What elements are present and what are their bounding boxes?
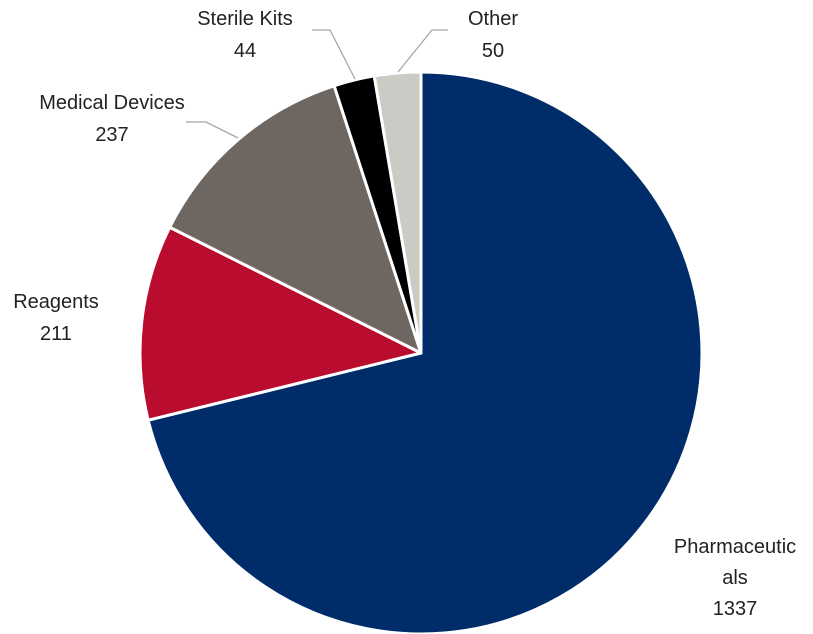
label-other: Other 50 [468, 8, 518, 62]
label-other-name: Other [468, 8, 518, 30]
label-reagents-name: Reagents [13, 291, 99, 313]
label-reagents-value: 211 [40, 323, 72, 345]
label-pharmaceuticals: Pharmaceutic als 1337 [674, 536, 796, 620]
label-sterile-kits: Sterile Kits 44 [197, 8, 293, 62]
pie-slice-pharmaceuticals [146, 70, 704, 634]
label-medical-devices-name: Medical Devices [39, 92, 185, 114]
leader-line-other [397, 29, 448, 73]
pie-slice-reagents [138, 225, 423, 422]
leader-line-sterile-kits [312, 29, 356, 80]
pie-slice-medical-devices [168, 84, 423, 355]
label-other-value: 50 [482, 40, 504, 62]
label-reagents: Reagents 211 [13, 291, 99, 345]
label-medical-devices-value: 237 [95, 124, 128, 146]
label-pharmaceuticals-value: 1337 [713, 598, 758, 620]
label-sterile-kits-name: Sterile Kits [197, 8, 293, 30]
pie-slices [138, 70, 704, 634]
pie-slice-other [372, 70, 423, 355]
label-sterile-kits-value: 44 [234, 40, 256, 62]
label-medical-devices: Medical Devices 237 [39, 92, 185, 146]
label-pharmaceuticals-name-line1: Pharmaceutic [674, 536, 796, 558]
leader-line-medical-devices [186, 121, 239, 139]
label-pharmaceuticals-name-line2: als [722, 567, 748, 589]
